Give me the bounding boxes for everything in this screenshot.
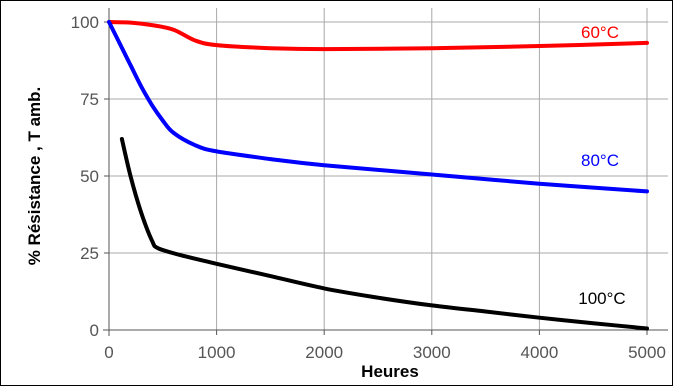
x-tick-label: 0 <box>104 343 113 362</box>
series-labels: 60°C 80°C 100°C <box>578 23 625 308</box>
x-tick-label: 2000 <box>305 343 343 362</box>
series-label-60c: 60°C <box>581 23 619 42</box>
series-label-100c: 100°C <box>578 289 625 308</box>
y-axis-ticks: 0 25 50 75 100 <box>71 13 109 340</box>
x-tick-label: 4000 <box>520 343 558 362</box>
series-line-100c <box>119 137 649 331</box>
y-tick-label: 0 <box>90 321 99 340</box>
x-axis-title: Heures <box>361 362 419 381</box>
y-tick-label: 100 <box>71 13 99 32</box>
series-line-60c <box>107 20 649 52</box>
series-label-80c: 80°C <box>581 151 619 170</box>
series-line-80c <box>107 20 649 194</box>
y-tick-label: 50 <box>80 167 99 186</box>
x-tick-label: 1000 <box>198 343 236 362</box>
y-tick-label: 75 <box>80 90 99 109</box>
series-group <box>107 20 649 331</box>
y-axis-title: % Résistance , T amb. <box>25 87 44 266</box>
x-axis-ticks: 0 1000 2000 3000 4000 5000 <box>104 330 666 362</box>
x-tick-label: 5000 <box>628 343 666 362</box>
x-tick-label: 3000 <box>413 343 451 362</box>
y-tick-label: 25 <box>80 244 99 263</box>
axes <box>103 8 668 336</box>
